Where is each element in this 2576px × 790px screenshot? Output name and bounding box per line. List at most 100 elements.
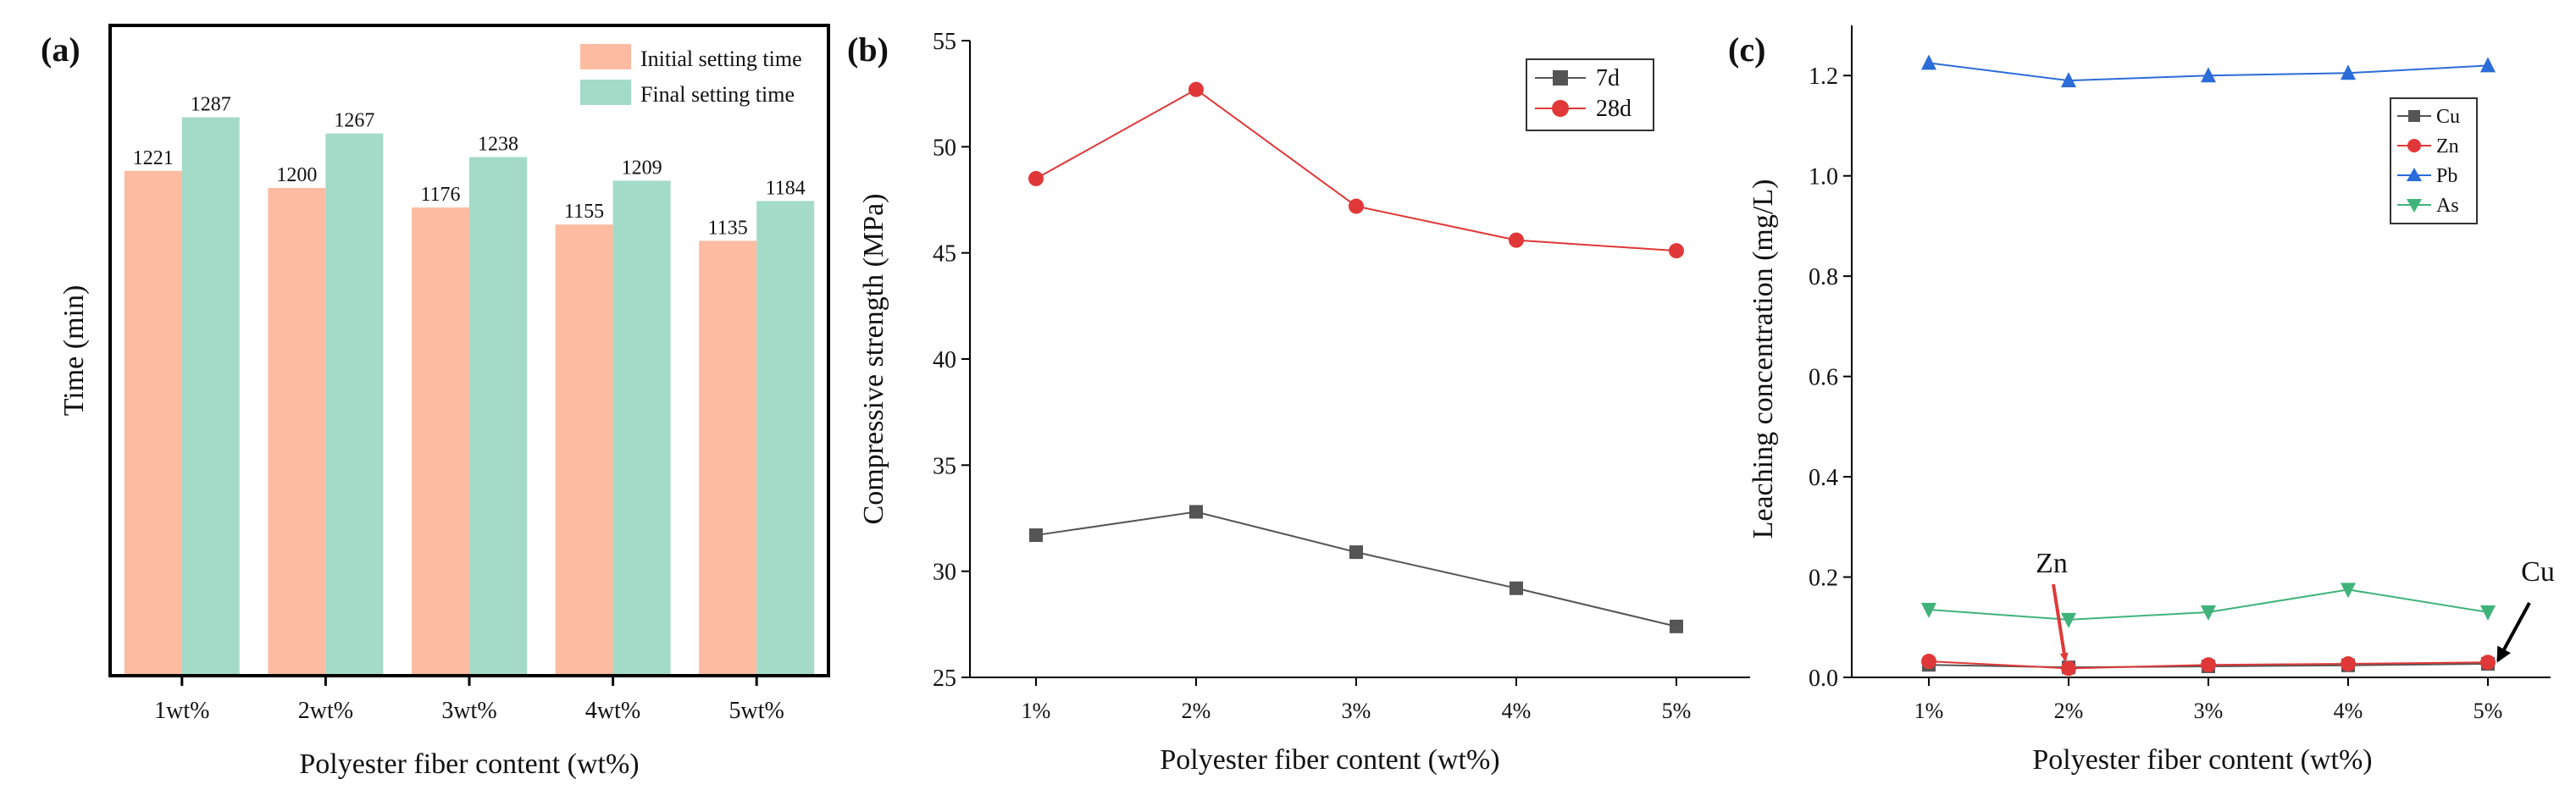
bar-value-label-initial-setting-time-1wt: 1221 [133, 147, 174, 169]
panel-c-series [1921, 54, 2496, 677]
panel-a-x-ticks: 1wt% 2wt% 3wt% 4wt% 5wt% [154, 676, 784, 724]
x-tick-label-4: 4% [2334, 699, 2363, 723]
x-tick-label-1: 1% [1914, 699, 1944, 723]
y-tick-label-40: 40 [933, 347, 956, 373]
panel-a-x-label: Polyester fiber content (wt%) [299, 749, 639, 780]
x-tick-label-3: 3% [1342, 699, 1371, 723]
x-tick-label-1wt: 1wt% [154, 698, 209, 724]
y-tick-label-0-0: 0.0 [1809, 666, 1838, 692]
panel-b-x-label: Polyester fiber content (wt%) [1160, 744, 1499, 776]
x-tick-label-2: 2% [1182, 699, 1211, 723]
y-tick-label-35: 35 [933, 453, 956, 479]
x-tick-label-3: 3% [2194, 699, 2224, 723]
panel-b-x-ticks: 1% 2% 3% 4% 5% [1022, 677, 1691, 723]
panel-c-legend: Cu Zn Pb As [2390, 97, 2478, 224]
y-tick-label-30: 30 [933, 560, 956, 586]
legend-label-initial: Initial setting time [640, 47, 802, 71]
bar-value-label-final-setting-time-4wt: 1209 [622, 157, 662, 179]
bar-value-label-final-setting-time-2wt: 1267 [334, 110, 374, 132]
panel-c-y-ticks: 0.0 0.2 0.4 0.6 0.8 1.0 1.2 [1809, 64, 1852, 692]
point-as-5 [2480, 605, 2496, 621]
panel-c-leaching-concentration: (c) 0.0 0.2 0.4 0.6 0.8 1.0 1.2 1% 2% 3% 4% 5% Pol… [1728, 25, 2555, 776]
x-tick-label-2: 2% [2054, 699, 2084, 723]
x-tick-label-2wt: 2wt% [298, 698, 353, 724]
bar-value-label-final-setting-time-5wt: 1184 [766, 177, 806, 199]
y-tick-label-50: 50 [933, 135, 956, 161]
point-7d-1 [1029, 528, 1043, 543]
bar-value-label-initial-setting-time-2wt: 1200 [276, 164, 317, 186]
panel-c-x-label: Polyester fiber content (wt%) [2032, 744, 2372, 776]
point-zn-1 [1921, 654, 1936, 670]
bar-initial-setting-time-3wt [412, 207, 469, 677]
panel-b-legend: 7d 28d [1526, 58, 1654, 131]
panel-c-y-label: Leaching concentration (mg/L) [1748, 180, 1779, 539]
point-zn-4 [2341, 656, 2356, 672]
legend-label-zn: Zn [2436, 135, 2459, 157]
panel-c-x-ticks: 1% 2% 3% 4% 5% [1914, 677, 2502, 723]
x-tick-label-3wt: 3wt% [441, 698, 496, 724]
annotation-label-zn: Zn [2036, 548, 2068, 579]
point-zn-5 [2480, 655, 2496, 671]
point-7d-3 [1349, 545, 1363, 560]
y-tick-label-0-6: 0.6 [1809, 365, 1838, 391]
bar-final-setting-time-1wt [181, 117, 240, 677]
point-pb-4 [2341, 64, 2356, 80]
legend-label-as: As [2436, 195, 2459, 217]
point-pb-3 [2201, 67, 2216, 83]
point-7d-5 [1670, 619, 1683, 633]
annotation-arrow-zn [2052, 583, 2069, 662]
point-28d-4 [1509, 232, 1524, 248]
bar-initial-setting-time-2wt [268, 188, 326, 676]
bar-value-label-initial-setting-time-4wt: 1155 [564, 201, 604, 223]
point-28d-5 [1669, 243, 1684, 259]
point-zn-3 [2201, 657, 2216, 673]
bar-final-setting-time-2wt [325, 133, 384, 676]
bar-value-label-initial-setting-time-5wt: 1135 [708, 217, 748, 239]
legend-marker-pb [2407, 168, 2422, 181]
annotation-arrow-cu [2496, 602, 2531, 663]
panel-a-bars [124, 117, 815, 677]
y-tick-label-0-2: 0.2 [1809, 566, 1838, 592]
panel-b-y-label: Compressive strength (MPa) [858, 194, 889, 525]
panel-b-series [1028, 81, 1684, 633]
legend-marker-zn [2407, 139, 2421, 152]
point-pb-1 [1921, 54, 1936, 70]
panel-a-y-label: Time (min) [58, 285, 90, 417]
y-tick-label-45: 45 [933, 241, 956, 268]
y-tick-label-1-2: 1.2 [1809, 64, 1838, 90]
legend-label-7d: 7d [1596, 65, 1620, 91]
legend-label-28d: 28d [1596, 96, 1631, 122]
legend-label-cu: Cu [2436, 106, 2460, 128]
panel-c-label: (c) [1728, 30, 1765, 69]
point-as-3 [2201, 605, 2216, 621]
bar-final-setting-time-4wt [612, 180, 671, 677]
point-as-2 [2061, 612, 2076, 628]
point-7d-2 [1189, 505, 1203, 519]
series-line-7d [1035, 511, 1677, 627]
y-tick-label-1-0: 1.0 [1809, 164, 1838, 191]
x-tick-label-5wt: 5wt% [729, 698, 784, 724]
panel-a-value-labels: 1221 1287 1200 1267 1176 1238 1155 1209 1135 1184 [133, 93, 806, 239]
panel-c-annotations: Zn Cu [2036, 548, 2555, 663]
legend-marker-cu [2408, 110, 2420, 122]
legend-swatch-initial [580, 44, 631, 69]
y-tick-label-0-4: 0.4 [1809, 465, 1838, 491]
point-28d-3 [1349, 198, 1364, 214]
legend-label-final: Final setting time [640, 82, 795, 107]
y-tick-label-0-8: 0.8 [1809, 264, 1838, 290]
x-tick-label-1: 1% [1022, 699, 1051, 723]
point-28d-2 [1188, 81, 1204, 97]
panel-b-y-ticks: 25 30 35 40 45 50 55 [933, 29, 970, 692]
point-pb-2 [2061, 72, 2076, 88]
bar-value-label-initial-setting-time-3wt: 1176 [420, 184, 460, 206]
x-tick-label-4: 4% [1502, 699, 1532, 723]
bar-value-label-final-setting-time-3wt: 1238 [478, 134, 518, 156]
bar-initial-setting-time-4wt [555, 224, 613, 676]
legend-swatch-final [580, 80, 631, 105]
panel-b-compressive-strength: (b) 25 30 35 40 45 50 55 1% 2% 3% 4% 5% Polyester … [847, 29, 1750, 776]
panel-c-legend-box [2390, 97, 2478, 224]
point-28d-1 [1028, 170, 1044, 186]
panel-a-label: (a) [41, 30, 80, 69]
legend-marker-7d [1553, 70, 1568, 86]
